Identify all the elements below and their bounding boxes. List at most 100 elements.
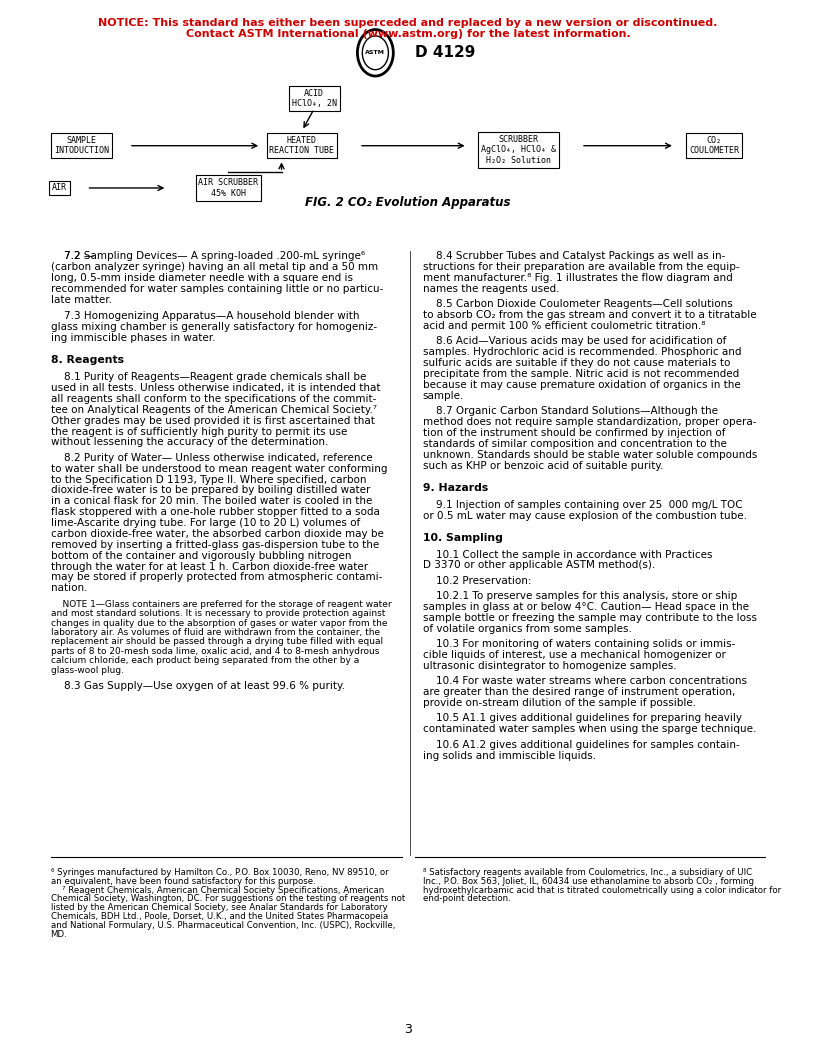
Text: are greater than the desired range of instrument operation,: are greater than the desired range of in…: [423, 687, 735, 697]
Text: 9.1 Injection of samples containing over 25  000 mg/L TOC: 9.1 Injection of samples containing over…: [423, 499, 743, 510]
Text: through the water for at least 1 h. Carbon dioxide-free water: through the water for at least 1 h. Carb…: [51, 562, 368, 571]
Text: HEATED
REACTION TUBE: HEATED REACTION TUBE: [269, 136, 335, 155]
Text: replacement air should be passed through a drying tube filled with equal: replacement air should be passed through…: [51, 638, 383, 646]
Text: ing solids and immiscible liquids.: ing solids and immiscible liquids.: [423, 751, 596, 760]
Text: 8.4 Scrubber Tubes and Catalyst Packings as well as in-: 8.4 Scrubber Tubes and Catalyst Packings…: [423, 251, 725, 261]
Text: in a conical flask for 20 min. The boiled water is cooled in the: in a conical flask for 20 min. The boile…: [51, 496, 372, 506]
Text: sample.: sample.: [423, 391, 464, 401]
Text: dioxide-free water is to be prepared by boiling distilled water: dioxide-free water is to be prepared by …: [51, 486, 370, 495]
Text: MD.: MD.: [51, 929, 68, 939]
Text: carbon dioxide-free water, the absorbed carbon dioxide may be: carbon dioxide-free water, the absorbed …: [51, 529, 384, 539]
Text: 10. Sampling: 10. Sampling: [423, 532, 503, 543]
Text: changes in quality due to the absorption of gases or water vapor from the: changes in quality due to the absorption…: [51, 619, 387, 627]
Text: the reagent is of sufficiently high purity to permit its use: the reagent is of sufficiently high puri…: [51, 427, 347, 436]
Text: 3: 3: [404, 1023, 412, 1036]
Text: contaminated water samples when using the sparge technique.: contaminated water samples when using th…: [423, 724, 756, 734]
Text: nation.: nation.: [51, 583, 87, 593]
Text: and most standard solutions. It is necessary to provide protection against: and most standard solutions. It is neces…: [51, 609, 385, 618]
Text: listed by the American Chemical Society, see Analar Standards for Laboratory: listed by the American Chemical Society,…: [51, 903, 388, 912]
Text: ing immiscible phases in water.: ing immiscible phases in water.: [51, 333, 215, 343]
Text: ACID
HClO₄, 2N: ACID HClO₄, 2N: [291, 89, 337, 108]
Text: ⁷ Reagent Chemicals, American Chemical Society Specifications, American: ⁷ Reagent Chemicals, American Chemical S…: [51, 886, 384, 894]
Text: 10.3 For monitoring of waters containing solids or immis-: 10.3 For monitoring of waters containing…: [423, 639, 735, 649]
Text: late matter.: late matter.: [51, 295, 112, 305]
Text: 10.2 Preservation:: 10.2 Preservation:: [423, 576, 531, 586]
Text: removed by inserting a fritted-glass gas-dispersion tube to the: removed by inserting a fritted-glass gas…: [51, 540, 379, 550]
Text: ment manufacturer.⁸ Fig. 1 illustrates the flow diagram and: ment manufacturer.⁸ Fig. 1 illustrates t…: [423, 274, 733, 283]
Text: parts of 8 to 20-mesh soda lime, oxalic acid, and 4 to 8-mesh anhydrous: parts of 8 to 20-mesh soda lime, oxalic …: [51, 647, 379, 656]
Text: to water shall be understood to mean reagent water conforming: to water shall be understood to mean rea…: [51, 464, 387, 474]
Text: long, 0.5-mm inside diameter needle with a square end is: long, 0.5-mm inside diameter needle with…: [51, 274, 353, 283]
Text: or 0.5 mL water may cause explosion of the combustion tube.: or 0.5 mL water may cause explosion of t…: [423, 510, 747, 521]
Text: precipitate from the sample. Nitric acid is not recommended: precipitate from the sample. Nitric acid…: [423, 370, 739, 379]
Text: acid and permit 100 % efficient coulometric titration.⁸: acid and permit 100 % efficient coulomet…: [423, 321, 705, 332]
Text: flask stoppered with a one-hole rubber stopper fitted to a soda: flask stoppered with a one-hole rubber s…: [51, 507, 379, 517]
Text: Inc., P.O. Box 563, Joliet, IL, 60434 use ethanolamine to absorb CO₂ , forming: Inc., P.O. Box 563, Joliet, IL, 60434 us…: [423, 876, 754, 886]
Text: without lessening the accuracy of the determination.: without lessening the accuracy of the de…: [51, 437, 328, 448]
Text: cible liquids of interest, use a mechanical homogenizer or: cible liquids of interest, use a mechani…: [423, 650, 725, 660]
Text: tion of the instrument should be confirmed by injection of: tion of the instrument should be confirm…: [423, 428, 725, 438]
Text: may be stored if properly protected from atmospheric contami-: may be stored if properly protected from…: [51, 572, 382, 583]
Text: an equivalent, have been found satisfactory for this purpose.: an equivalent, have been found satisfact…: [51, 876, 315, 886]
Text: to the Specification D 1193, Type II. Where specified, carbon: to the Specification D 1193, Type II. Wh…: [51, 474, 366, 485]
Text: 7.3 Homogenizing Apparatus—A household blender with: 7.3 Homogenizing Apparatus—A household b…: [51, 312, 359, 321]
Text: unknown. Standards should be stable water soluble compounds: unknown. Standards should be stable wate…: [423, 450, 757, 459]
Text: Chemical Society, Washington, DC. For suggestions on the testing of reagents not: Chemical Society, Washington, DC. For su…: [51, 894, 405, 904]
Text: ⁸ Satisfactory reagents available from Coulometrics, Inc., a subsidiary of UIC: ⁸ Satisfactory reagents available from C…: [423, 868, 752, 878]
Text: 10.6 A1.2 gives additional guidelines for samples contain-: 10.6 A1.2 gives additional guidelines fo…: [423, 739, 739, 750]
Text: (carbon analyzer syringe) having an all metal tip and a 50 mm: (carbon analyzer syringe) having an all …: [51, 262, 378, 272]
Text: SAMPLE
INTODUCTION: SAMPLE INTODUCTION: [54, 136, 109, 155]
Text: used in all tests. Unless otherwise indicated, it is intended that: used in all tests. Unless otherwise indi…: [51, 383, 380, 393]
Text: 8.5 Carbon Dioxide Coulometer Reagents—Cell solutions: 8.5 Carbon Dioxide Coulometer Reagents—C…: [423, 299, 733, 309]
Text: 10.1 Collect the sample in accordance with Practices: 10.1 Collect the sample in accordance wi…: [423, 549, 712, 560]
Text: because it may cause premature oxidation of organics in the: because it may cause premature oxidation…: [423, 380, 740, 390]
Text: AIR: AIR: [52, 184, 67, 192]
Text: such as KHP or benzoic acid of suitable purity.: such as KHP or benzoic acid of suitable …: [423, 460, 663, 471]
Text: AIR SCRUBBER
45% KOH: AIR SCRUBBER 45% KOH: [198, 178, 259, 197]
Text: Other grades may be used provided it is first ascertained that: Other grades may be used provided it is …: [51, 416, 375, 426]
Text: calcium chloride, each product being separated from the other by a: calcium chloride, each product being sep…: [51, 657, 359, 665]
Text: bottom of the container and vigorously bubbling nitrogen: bottom of the container and vigorously b…: [51, 550, 351, 561]
Text: sample bottle or freezing the sample may contribute to the loss: sample bottle or freezing the sample may…: [423, 612, 756, 623]
Text: to absorb CO₂ from the gas stream and convert it to a titratable: to absorb CO₂ from the gas stream and co…: [423, 310, 756, 320]
Text: and National Formulary, U.S. Pharmaceutical Convention, Inc. (USPC), Rockville,: and National Formulary, U.S. Pharmaceuti…: [51, 921, 395, 930]
Text: 8.2 Purity of Water— Unless otherwise indicated, reference: 8.2 Purity of Water— Unless otherwise in…: [51, 453, 372, 463]
Text: 7.2 Sampling Devices— A spring-loaded .200-mL syringe⁶: 7.2 Sampling Devices— A spring-loaded .2…: [51, 251, 365, 261]
Text: glass-wool plug.: glass-wool plug.: [51, 665, 123, 675]
Text: 8.3 Gas Supply—Use oxygen of at least 99.6 % purity.: 8.3 Gas Supply—Use oxygen of at least 99…: [51, 681, 344, 691]
Text: hydroxethylcarbamic acid that is titrated coulometrically using a color indicato: hydroxethylcarbamic acid that is titrate…: [423, 886, 781, 894]
Text: 10.4 For waste water streams where carbon concentrations: 10.4 For waste water streams where carbo…: [423, 676, 747, 686]
Text: 8.7 Organic Carbon Standard Solutions—Although the: 8.7 Organic Carbon Standard Solutions—Al…: [423, 407, 718, 416]
Text: Chemicals, BDH Ltd., Poole, Dorset, U.K., and the United States Pharmacopeia: Chemicals, BDH Ltd., Poole, Dorset, U.K.…: [51, 912, 388, 921]
Text: 8.1 Purity of Reagents—Reagent grade chemicals shall be: 8.1 Purity of Reagents—Reagent grade che…: [51, 372, 366, 382]
Text: samples in glass at or below 4°C. Caution— Head space in the: samples in glass at or below 4°C. Cautio…: [423, 602, 749, 612]
Text: D 4129: D 4129: [415, 45, 475, 60]
Text: names the reagents used.: names the reagents used.: [423, 284, 559, 294]
Text: lime-Ascarite drying tube. For large (10 to 20 L) volumes of: lime-Ascarite drying tube. For large (10…: [51, 518, 360, 528]
Text: ultrasonic disintegrator to homogenize samples.: ultrasonic disintegrator to homogenize s…: [423, 661, 676, 671]
Text: structions for their preparation are available from the equip-: structions for their preparation are ava…: [423, 262, 739, 272]
Text: Contact ASTM International (www.astm.org) for the latest information.: Contact ASTM International (www.astm.org…: [185, 29, 631, 39]
Text: all reagents shall conform to the specifications of the commit-: all reagents shall conform to the specif…: [51, 394, 376, 403]
Text: FIG. 2 CO₂ Evolution Apparatus: FIG. 2 CO₂ Evolution Apparatus: [305, 196, 511, 209]
Text: sulfuric acids are suitable if they do not cause materials to: sulfuric acids are suitable if they do n…: [423, 358, 730, 369]
Text: recommended for water samples containing little or no particu-: recommended for water samples containing…: [51, 284, 383, 294]
Text: ASTM: ASTM: [366, 51, 385, 55]
Text: D 3370 or other applicable ASTM method(s).: D 3370 or other applicable ASTM method(s…: [423, 561, 655, 570]
Text: tee on Analytical Reagents of the American Chemical Society.⁷: tee on Analytical Reagents of the Americ…: [51, 404, 377, 415]
Text: NOTE 1—Glass containers are preferred for the storage of reagent water: NOTE 1—Glass containers are preferred fo…: [51, 600, 391, 608]
Text: of volatile organics from some samples.: of volatile organics from some samples.: [423, 624, 632, 634]
Text: NOTICE: This standard has either been superceded and replaced by a new version o: NOTICE: This standard has either been su…: [98, 18, 718, 29]
Text: 10.5 A1.1 gives additional guidelines for preparing heavily: 10.5 A1.1 gives additional guidelines fo…: [423, 714, 742, 723]
Text: 10.2.1 To preserve samples for this analysis, store or ship: 10.2.1 To preserve samples for this anal…: [423, 591, 737, 601]
Text: end-point detection.: end-point detection.: [423, 894, 511, 904]
Text: 8.6 Acid—Various acids may be used for acidification of: 8.6 Acid—Various acids may be used for a…: [423, 337, 726, 346]
Text: glass mixing chamber is generally satisfactory for homogeniz-: glass mixing chamber is generally satisf…: [51, 322, 377, 333]
Text: 7.2 —: 7.2 —: [51, 251, 94, 261]
Text: standards of similar composition and concentration to the: standards of similar composition and con…: [423, 439, 726, 449]
Text: samples. Hydrochloric acid is recommended. Phosphoric and: samples. Hydrochloric acid is recommende…: [423, 347, 741, 357]
Text: CO₂
COULOMETER: CO₂ COULOMETER: [689, 136, 739, 155]
Text: ⁶ Syringes manufactured by Hamilton Co., P.O. Box 10030, Reno, NV 89510, or: ⁶ Syringes manufactured by Hamilton Co.,…: [51, 868, 388, 878]
Text: SCRUBBER
AgClO₄, HClO₄ &
H₂O₂ Solution: SCRUBBER AgClO₄, HClO₄ & H₂O₂ Solution: [481, 135, 556, 165]
Text: method does not require sample standardization, proper opera-: method does not require sample standardi…: [423, 417, 756, 427]
